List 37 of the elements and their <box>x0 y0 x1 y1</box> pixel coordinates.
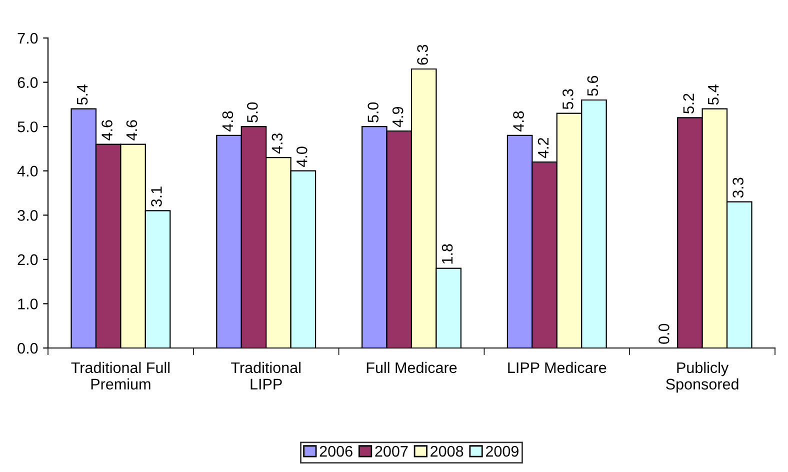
data-label: 4.0 <box>296 146 308 167</box>
y-tick-label: 1.0 <box>18 298 38 310</box>
data-label: 4.3 <box>272 133 283 154</box>
legend-label: 2006 <box>320 446 352 457</box>
data-label: 5.3 <box>562 89 574 110</box>
data-label: 1.8 <box>442 244 453 264</box>
data-label: 5.4 <box>708 84 719 105</box>
data-label: 5.0 <box>368 102 379 122</box>
x-tick-label: Traditional Full Premium <box>71 362 170 390</box>
data-label: 5.6 <box>587 76 598 96</box>
data-label: 3.3 <box>732 178 744 198</box>
x-tick-label: Traditional LIPP <box>231 362 300 390</box>
x-tick-label: LIPP Medicare <box>508 362 606 374</box>
data-label: 5.4 <box>77 84 88 105</box>
data-label: 4.9 <box>392 106 404 128</box>
legend-label: 2007 <box>375 446 408 457</box>
data-label: 6.3 <box>417 44 428 65</box>
data-label: 4.8 <box>513 111 524 132</box>
y-tick-label: 4.0 <box>17 166 38 177</box>
data-label: 4.2 <box>538 138 548 158</box>
data-label: 4.6 <box>102 120 112 140</box>
y-tick-label: 0.0 <box>18 342 38 354</box>
y-tick-label: 6.0 <box>18 77 38 88</box>
y-tick-label: 2.0 <box>18 254 38 266</box>
data-label: 5.2 <box>683 94 694 114</box>
data-label: 4.8 <box>222 111 234 132</box>
legend-label: 2009 <box>486 446 518 457</box>
y-tick-label: 3.0 <box>18 210 38 221</box>
data-label: 5.0 <box>247 102 258 122</box>
y-tick-label: 5.0 <box>18 121 38 132</box>
legend-label: 2008 <box>430 446 464 457</box>
x-tick-label: Publicly Sponsored <box>666 362 738 393</box>
data-label: 4.6 <box>126 120 138 140</box>
data-label: 3.1 <box>151 186 162 207</box>
data-label: 0.0 <box>658 324 670 344</box>
y-tick-label: 7.0 <box>18 32 38 44</box>
x-tick-label: Full Medicare <box>366 362 457 374</box>
